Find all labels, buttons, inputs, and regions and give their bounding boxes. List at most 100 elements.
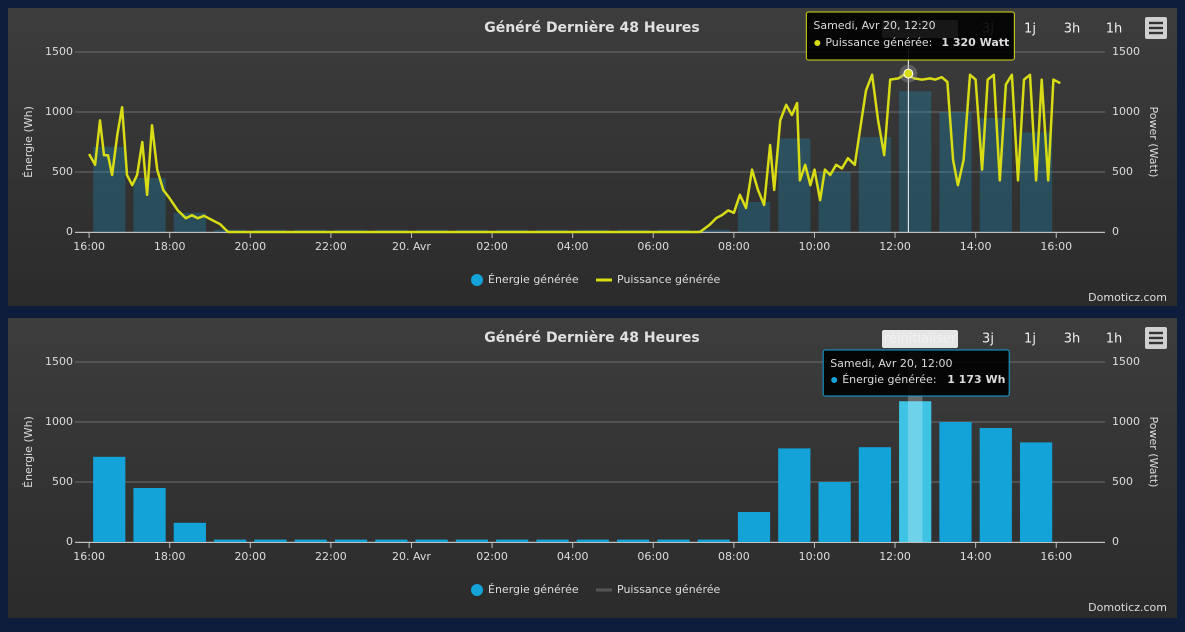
button-label: 3j: [982, 332, 994, 347]
x-tick-label: 16:00: [1040, 550, 1072, 563]
y-axis-title: Énergie (Wh): [22, 416, 35, 488]
range-button[interactable]: 1j: [1024, 332, 1036, 347]
y2-tick-label: 1000: [1112, 415, 1140, 428]
menu-line: [1149, 331, 1163, 335]
tooltip-value: 1 173 Wh: [947, 373, 1005, 386]
x-tick-label: 10:00: [799, 550, 831, 563]
y-tick-label: 1500: [45, 45, 73, 58]
menu-line: [1149, 21, 1163, 25]
legend-label: Énergie générée: [488, 583, 579, 596]
x-tick-label: 18:00: [154, 240, 186, 253]
bar: [294, 539, 327, 542]
bar: [536, 539, 569, 542]
bar: [899, 91, 932, 233]
x-tick-label: 22:00: [315, 240, 347, 253]
x-tick-label: 04:00: [557, 240, 589, 253]
bar: [697, 229, 730, 232]
x-tick-label: 08:00: [718, 240, 750, 253]
legend-item[interactable]: Puissance générée: [596, 273, 720, 286]
x-tick-label: 20. Avr: [392, 550, 431, 563]
legend-label: Puissance générée: [617, 273, 720, 286]
range-button[interactable]: réinitialiser: [882, 330, 958, 348]
button-label: réinitialiser: [884, 332, 957, 347]
menu-line: [1149, 31, 1163, 35]
legend-marker: [471, 274, 483, 286]
x-tick-label: 16:00: [73, 550, 105, 563]
tooltip-box: [822, 349, 1010, 397]
range-button[interactable]: 1h: [1106, 22, 1123, 37]
bar: [1019, 442, 1053, 542]
button-bg: [882, 330, 958, 348]
y2-tick-label: 1500: [1112, 45, 1140, 58]
y-tick-label: 1000: [45, 105, 73, 118]
menu-line: [1149, 336, 1163, 340]
y-tick-label: 0: [66, 535, 73, 548]
menu-button[interactable]: [1145, 327, 1167, 349]
y-tick-label: 0: [66, 225, 73, 238]
y-tick-label: 1500: [45, 355, 73, 368]
x-tick-label: 02:00: [476, 240, 508, 253]
bar: [657, 539, 690, 542]
y-tick-label: 500: [52, 475, 73, 488]
bar: [697, 539, 730, 542]
x-tick-label: 20:00: [234, 240, 266, 253]
y-tick-label: 500: [52, 165, 73, 178]
credits: Domoticz.com: [1088, 291, 1167, 304]
x-tick-label: 06:00: [637, 550, 669, 563]
bar: [737, 202, 771, 232]
x-tick-label: 06:00: [637, 240, 669, 253]
button-label: 3h: [1064, 332, 1081, 347]
bar: [496, 539, 529, 542]
legend-marker: [471, 584, 483, 596]
y2-axis-title: Power (Watt): [1147, 107, 1160, 178]
tooltip-value: 1 320 Watt: [941, 36, 1009, 49]
y2-tick-label: 0: [1112, 535, 1119, 548]
bar: [818, 482, 851, 542]
x-tick-label: 16:00: [1040, 240, 1072, 253]
legend-item[interactable]: Énergie générée: [471, 583, 579, 596]
y2-tick-label: 500: [1112, 165, 1133, 178]
range-button[interactable]: 3h: [1064, 332, 1081, 347]
legend-label: Puissance générée: [617, 583, 720, 596]
bar: [375, 539, 408, 542]
range-button[interactable]: 1j: [1024, 22, 1036, 37]
menu-button[interactable]: [1145, 17, 1167, 39]
x-tick-label: 16:00: [73, 240, 105, 253]
bar: [1019, 132, 1053, 232]
bar: [979, 428, 1012, 542]
legend-label: Énergie générée: [488, 273, 579, 286]
button-label: 3h: [1064, 22, 1081, 37]
hover-point: [903, 68, 914, 79]
tooltip-series: Puissance générée:: [825, 36, 932, 49]
bar: [616, 539, 650, 542]
bar: [455, 539, 489, 542]
menu-line: [1149, 26, 1163, 30]
tooltip: Samedi, Avr 20, 12:00 Énergie générée: 1 1…: [822, 349, 1010, 397]
range-button[interactable]: 3h: [1064, 22, 1081, 37]
legend-item[interactable]: Puissance générée: [596, 583, 720, 596]
x-tick-label: 20. Avr: [392, 240, 431, 253]
legend-item[interactable]: Énergie générée: [471, 273, 579, 286]
button-label: 1h: [1106, 22, 1123, 37]
bar: [415, 539, 448, 542]
x-tick-label: 14:00: [960, 240, 992, 253]
chart-panel: Généré Dernière 48 Heures 0 500 1000 1500 0 50…: [8, 318, 1177, 618]
x-tick-label: 18:00: [154, 550, 186, 563]
x-tick-label: 12:00: [879, 550, 911, 563]
bar: [737, 512, 771, 542]
button-label: 1j: [1024, 22, 1036, 37]
x-tick-label: 14:00: [960, 550, 992, 563]
bar: [173, 522, 206, 542]
y2-tick-label: 0: [1112, 225, 1119, 238]
bar: [778, 448, 811, 542]
y2-axis-title: Power (Watt): [1147, 417, 1160, 488]
range-button[interactable]: 3j: [982, 332, 994, 347]
bar: [334, 539, 368, 542]
y2-tick-label: 1500: [1112, 355, 1140, 368]
button-label: 1h: [1106, 332, 1123, 347]
range-button[interactable]: 1h: [1106, 332, 1123, 347]
x-tick-label: 22:00: [315, 550, 347, 563]
y-axis-title: Énergie (Wh): [22, 106, 35, 178]
bar: [778, 138, 811, 232]
